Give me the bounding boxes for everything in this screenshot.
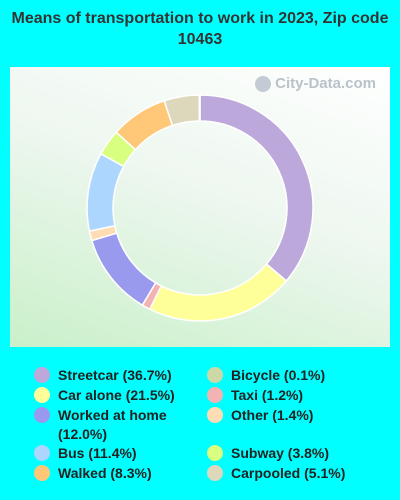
legend-label: Subway (3.8%) xyxy=(231,445,330,461)
legend-label: Walked (8.3%) xyxy=(58,465,152,481)
legend-swatch xyxy=(34,407,50,423)
donut-chart xyxy=(86,94,314,322)
legend-label: Bicycle (0.1%) xyxy=(231,367,326,383)
legend-item: Bicycle (0.1%) xyxy=(207,366,371,385)
legend-label: Bus (11.4%) xyxy=(58,445,137,461)
watermark-text: City-Data.com xyxy=(275,75,376,92)
legend-item: Worked at home (12.0%) xyxy=(34,406,198,444)
legend-item: Car alone (21.5%) xyxy=(34,386,198,405)
donut-slice-9 xyxy=(198,94,201,122)
donut-slice-3 xyxy=(90,232,157,307)
legend: Streetcar (36.7%) Car alone (21.5%) Worked… xyxy=(0,360,400,490)
legend-label: Carpooled (5.1%) xyxy=(231,465,346,481)
legend-item: Walked (8.3%) xyxy=(34,464,198,483)
legend-item: Subway (3.8%) xyxy=(207,444,371,463)
donut-slice-0 xyxy=(199,94,314,282)
legend-label: Other (1.4%) xyxy=(231,407,314,423)
plot-area: City-Data.com xyxy=(10,67,390,347)
watermark: City-Data.com xyxy=(255,75,376,92)
donut-slice-5 xyxy=(86,152,125,232)
magnifier-icon xyxy=(255,75,272,92)
chart-title: Means of transportation to work in 2023,… xyxy=(11,10,389,48)
legend-swatch xyxy=(34,445,50,461)
legend-swatch xyxy=(207,367,223,383)
legend-swatch xyxy=(34,387,50,403)
legend-item: Carpooled (5.1%) xyxy=(207,464,371,483)
legend-label: Streetcar (36.7%) xyxy=(58,367,172,383)
legend-swatch xyxy=(34,465,50,481)
legend-label: Worked at home (12.0%) xyxy=(58,407,167,442)
legend-item: Other (1.4%) xyxy=(207,406,371,425)
legend-swatch xyxy=(207,465,223,481)
legend-item: Bus (11.4%) xyxy=(34,444,198,463)
legend-label: Taxi (1.2%) xyxy=(231,387,304,403)
legend-swatch xyxy=(207,445,223,461)
legend-swatch xyxy=(34,367,50,383)
legend-item: Taxi (1.2%) xyxy=(207,386,371,405)
legend-swatch xyxy=(207,387,223,403)
donut-slice-1 xyxy=(148,263,288,322)
legend-label: Car alone (21.5%) xyxy=(58,387,175,403)
legend-swatch xyxy=(207,407,223,423)
legend-item: Streetcar (36.7%) xyxy=(34,366,198,385)
